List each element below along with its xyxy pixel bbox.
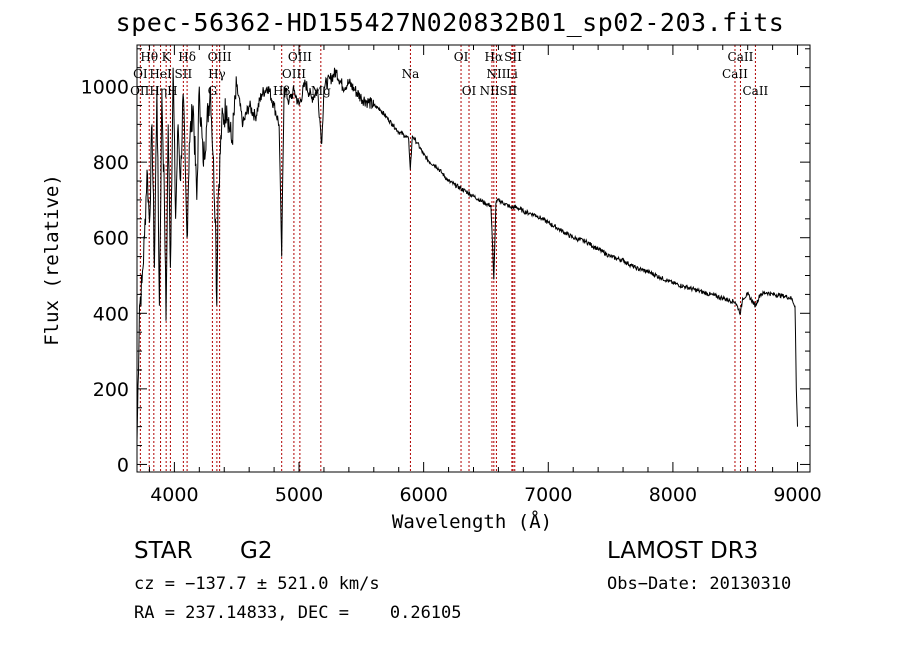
line-label-2: Hδ — [178, 50, 196, 64]
x-tick-label-5000: 5000 — [275, 484, 323, 506]
line-label-24: CaII — [742, 84, 768, 98]
line-label-1: K — [162, 50, 172, 64]
line-label-15: NII — [486, 67, 506, 81]
y-axis-ticks: 0 200 400 600 800 1000 — [81, 48, 810, 476]
line-label-11: SII — [175, 67, 193, 81]
line-label-13: OIII — [282, 67, 306, 81]
x-axis-label: Wavelength (Å) — [392, 510, 552, 533]
ra-dec-coordinates: RA = 237.14833, DEC = 0.26105 — [134, 603, 462, 623]
y-axis-label: Flux (relative) — [41, 174, 63, 346]
plot-frame — [136, 44, 811, 473]
line-label-4: OIII — [288, 50, 312, 64]
redshift-cz: cz = −137.7 ± 521.0 km/s — [134, 574, 380, 594]
object-subclass: G2 — [240, 538, 273, 564]
spectrum-series — [136, 67, 798, 442]
x-tick-label-9000: 9000 — [773, 484, 821, 506]
emission-line-markers — [139, 45, 756, 472]
y-tick-label-800: 800 — [93, 152, 129, 174]
line-label-23: NIISII — [480, 84, 518, 98]
line-label-18: OIIHηH — [130, 84, 177, 98]
line-label-6: Hα — [485, 50, 504, 64]
x-axis-ticks: 4000 5000 6000 7000 8000 9000 — [148, 45, 822, 506]
y-tick-label-600: 600 — [93, 228, 129, 250]
line-label-0: Hθ — [140, 50, 158, 64]
survey-name: LAMOST DR3 — [607, 538, 759, 564]
x-tick-label-4000: 4000 — [150, 484, 198, 506]
y-tick-label-0: 0 — [117, 454, 129, 476]
y-tick-label-200: 200 — [93, 379, 129, 401]
line-label-17: CaII — [722, 67, 748, 81]
line-label-5: OI — [454, 50, 469, 64]
line-label-7: SII — [504, 50, 522, 64]
chart-title: spec-56362-HD155427N020832B01_sp02-203.f… — [115, 8, 785, 37]
line-label-3: OIII — [208, 50, 232, 64]
x-tick-label-8000: 8000 — [649, 484, 697, 506]
x-tick-label-7000: 7000 — [524, 484, 572, 506]
line-label-14: Na — [402, 67, 420, 81]
line-label-12: Hγ — [208, 67, 226, 81]
line-label-8: CaII — [728, 50, 754, 64]
object-class: STAR — [134, 538, 193, 564]
observation-date: Obs−Date: 20130310 — [607, 574, 792, 594]
line-label-20: Hβ — [273, 84, 290, 98]
line-label-19: G — [208, 84, 218, 98]
x-tick-label-6000: 6000 — [399, 484, 447, 506]
line-label-9: OI — [133, 67, 148, 81]
line-label-16: Li — [506, 67, 518, 81]
y-tick-label-1000: 1000 — [81, 77, 129, 99]
line-label-10: HeI — [149, 67, 172, 81]
y-tick-label-400: 400 — [93, 303, 129, 325]
line-label-22: OI — [462, 84, 477, 98]
